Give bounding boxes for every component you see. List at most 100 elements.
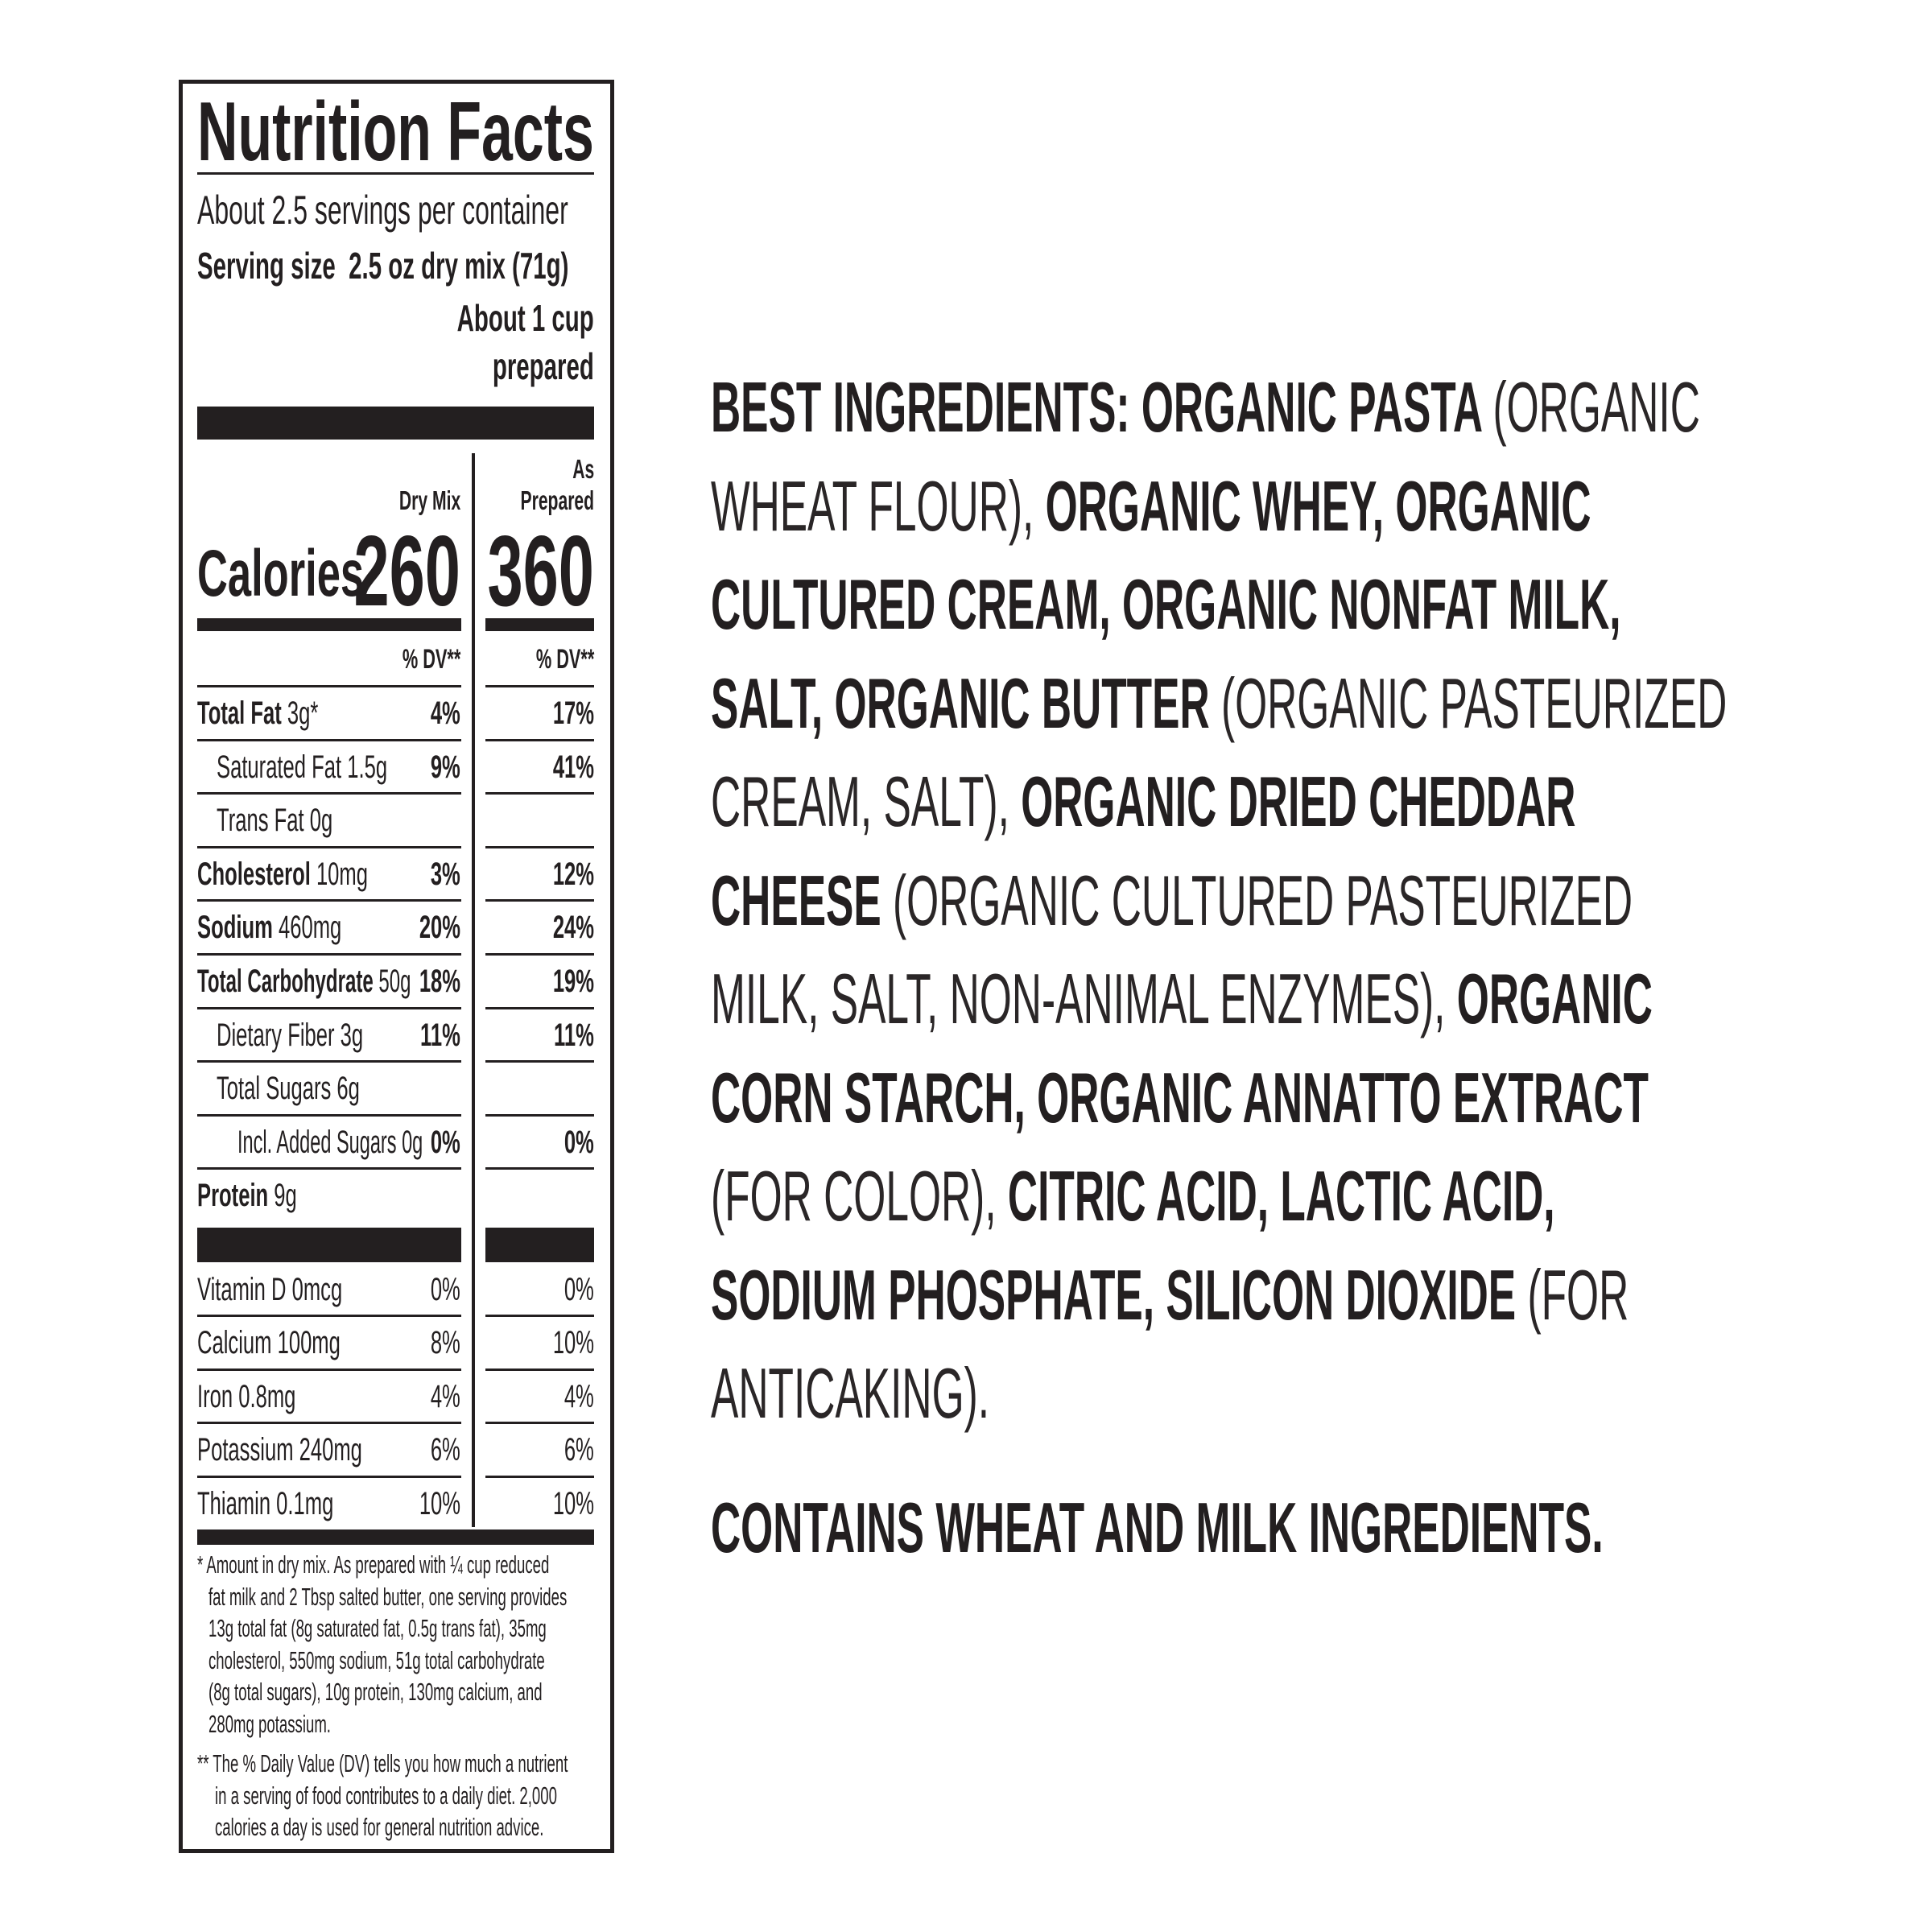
ingredient-segment: SODIUM PHOSPHATE, SILICON DIOXIDE bbox=[711, 1254, 1528, 1335]
column-divider bbox=[472, 453, 475, 1527]
vitamin-amount: 0.8mg bbox=[238, 1378, 296, 1414]
nutrient-label-wrap: Total Carbohydrate 50g bbox=[197, 965, 411, 997]
vitamin-dv-prep-text: 10% bbox=[552, 1485, 594, 1521]
nutrient-amount: 6g bbox=[336, 1071, 360, 1107]
nutrient-amount: 1.5g bbox=[347, 749, 388, 785]
serving-size-line: Serving size 2.5 oz dry mix (71g) bbox=[197, 247, 778, 284]
nutrient-amount: 50g bbox=[378, 964, 411, 999]
footnote-text: fat milk and 2 Tbsp salted butter, one s… bbox=[208, 1582, 568, 1611]
vitamin-label-wrap: Vitamin D 0mcg bbox=[197, 1274, 342, 1306]
dv-prep-text: 19% bbox=[552, 964, 594, 999]
vitamin-dv-prep: 6% bbox=[547, 1434, 594, 1466]
vitamin-dv-prep: 0% bbox=[547, 1274, 594, 1306]
nutrient-amount: 460mg bbox=[278, 910, 342, 946]
vitamin-row-label: Potassium 240mg bbox=[197, 1434, 455, 1466]
vitamin-dv-prep-text: 10% bbox=[552, 1325, 594, 1361]
nutrient-label-wrap: Total Sugars 6g bbox=[217, 1072, 360, 1104]
footnote-line: 13g total fat (8g saturated fat, 0.5g tr… bbox=[208, 1616, 772, 1641]
nutrient-label-wrap: Total Fat 3g* bbox=[197, 697, 318, 729]
nutrient-row-label: Protein 9g bbox=[197, 1179, 353, 1212]
dv-prep: 17% bbox=[530, 697, 594, 729]
vitamin-amount: 240mg bbox=[299, 1432, 362, 1468]
row-divider-prep bbox=[485, 953, 594, 956]
dv-dry: 9% bbox=[414, 751, 460, 783]
footnote-line: (8g total sugars), 10g protein, 130mg ca… bbox=[208, 1679, 765, 1704]
dv-dry: 4% bbox=[414, 697, 460, 729]
ingredient-line-inner: CORN STARCH, ORGANIC ANNATTO EXTRACT bbox=[711, 1062, 1649, 1133]
ingredient-line: ANTICAKING). bbox=[711, 1358, 1187, 1429]
dv-dry-text: 11% bbox=[420, 1017, 460, 1053]
serving-size-value-text: 2.5 oz dry mix (71g) bbox=[349, 245, 569, 287]
nutrition-facts-panel bbox=[179, 80, 614, 1853]
nutrition-title-text: Nutrition Facts bbox=[197, 85, 594, 179]
dv-prep-text: 24% bbox=[552, 910, 594, 946]
nutrient-amount: 9g bbox=[274, 1178, 297, 1214]
nutrient-amount: 10mg bbox=[316, 856, 368, 892]
col-dry-text: Dry Mix bbox=[398, 485, 460, 515]
dv-dry-text: 4% bbox=[431, 696, 460, 731]
ingredient-line-inner: CULTURED CREAM, ORGANIC NONFAT MILK, bbox=[711, 569, 1621, 640]
dv-dry: 18% bbox=[396, 965, 460, 997]
vitamin-amount: 100mg bbox=[277, 1325, 341, 1361]
ingredient-line-inner: WHEAT FLOUR), ORGANIC WHEY, ORGANIC bbox=[711, 470, 1591, 542]
row-divider-prep bbox=[485, 685, 594, 687]
row-divider-dry bbox=[197, 1167, 461, 1170]
dv-dry: 20% bbox=[396, 911, 460, 943]
vitamin-dv-dry-text: 10% bbox=[419, 1485, 460, 1521]
col-prep-header-2: Prepared bbox=[479, 487, 594, 514]
dv-prep-text: 0% bbox=[564, 1124, 594, 1160]
vitamin-label-wrap: Calcium 100mg bbox=[197, 1327, 341, 1359]
row-divider-dry bbox=[197, 1113, 461, 1117]
ingredient-segment: ANTICAKING). bbox=[711, 1353, 990, 1433]
servings-text: About 2.5 servings per container bbox=[197, 188, 568, 233]
ingredient-segment: (ORGANIC bbox=[1492, 367, 1700, 447]
row-divider-dry bbox=[197, 685, 461, 687]
dv-prep-text: 11% bbox=[554, 1017, 594, 1053]
vitamin-dv-dry-text: 6% bbox=[431, 1432, 460, 1468]
dv-header-prep-text: % DV** bbox=[535, 644, 594, 675]
allergen-statement: CONTAINS WHEAT AND MILK INGREDIENTS. bbox=[711, 1492, 1932, 1563]
nutrient-label-wrap: Incl. Added Sugars 0g bbox=[237, 1126, 423, 1158]
ingredient-segment: ORGANIC DRIED CHEDDAR bbox=[1021, 762, 1576, 841]
servings-per-container: About 2.5 servings per container bbox=[197, 190, 777, 230]
ingredient-segment: SALT, ORGANIC BUTTER bbox=[711, 663, 1221, 743]
dv-dry-text: 0% bbox=[431, 1124, 460, 1160]
row-divider-prep bbox=[485, 1475, 594, 1478]
vitamin-row-label: Calcium 100mg bbox=[197, 1327, 421, 1359]
row-divider-prep bbox=[485, 1368, 594, 1371]
row-divider-prep bbox=[485, 1315, 594, 1318]
row-divider-dry bbox=[197, 1368, 461, 1371]
nutrient-label-wrap: Saturated Fat 1.5g bbox=[217, 751, 387, 783]
nutrition-title: Nutrition Facts bbox=[197, 90, 788, 174]
nutrient-label-wrap: Trans Fat 0g bbox=[217, 804, 332, 836]
dv-prep: 0% bbox=[547, 1126, 594, 1158]
calories-prepared: 360 bbox=[427, 522, 594, 621]
calories-label-text: Calories bbox=[197, 537, 365, 610]
calories-dry-text: 260 bbox=[353, 516, 460, 627]
nutrient-amount: 0g bbox=[309, 803, 333, 839]
footnote-line: * Amount in dry mix. As prepared with ¼ … bbox=[197, 1552, 784, 1577]
vitamin-name: Thiamin bbox=[197, 1485, 271, 1521]
ingredient-segment: ORGANIC bbox=[1456, 959, 1653, 1038]
vitamin-name: Iron bbox=[197, 1378, 233, 1414]
dv-prep-text: 12% bbox=[552, 856, 594, 892]
vitamin-amount: 0mcg bbox=[291, 1272, 343, 1307]
vitamin-dv-dry: 6% bbox=[414, 1434, 460, 1466]
calories-prep-text: 360 bbox=[487, 516, 594, 627]
ingredient-line: (FOR COLOR), CITRIC ACID, LACTIC ACID, bbox=[711, 1161, 1932, 1232]
col-prep-header-1: As bbox=[560, 456, 594, 482]
ingredient-line-inner: SALT, ORGANIC BUTTER (ORGANIC PASTEURIZE… bbox=[711, 667, 1727, 739]
vitamin-dv-prep: 10% bbox=[530, 1488, 594, 1520]
dv-dry-text: 18% bbox=[419, 964, 460, 999]
serving-prepared-2: prepared bbox=[436, 348, 594, 385]
vitamin-dv-dry-text: 4% bbox=[431, 1378, 460, 1414]
nutrient-name: Total Fat bbox=[197, 696, 282, 731]
ingredient-segment: CREAM, SALT), bbox=[711, 762, 1022, 841]
vitamin-dv-dry-text: 8% bbox=[431, 1325, 460, 1361]
vitamin-row-label: Iron 0.8mg bbox=[197, 1381, 351, 1413]
nutrient-amount: 3g* bbox=[287, 696, 319, 731]
ingredient-line: BEST INGREDIENTS: ORGANIC PASTA (ORGANIC bbox=[711, 372, 1932, 443]
allergen-text: CONTAINS WHEAT AND MILK INGREDIENTS. bbox=[711, 1488, 1604, 1567]
row-divider-dry bbox=[197, 1422, 461, 1425]
